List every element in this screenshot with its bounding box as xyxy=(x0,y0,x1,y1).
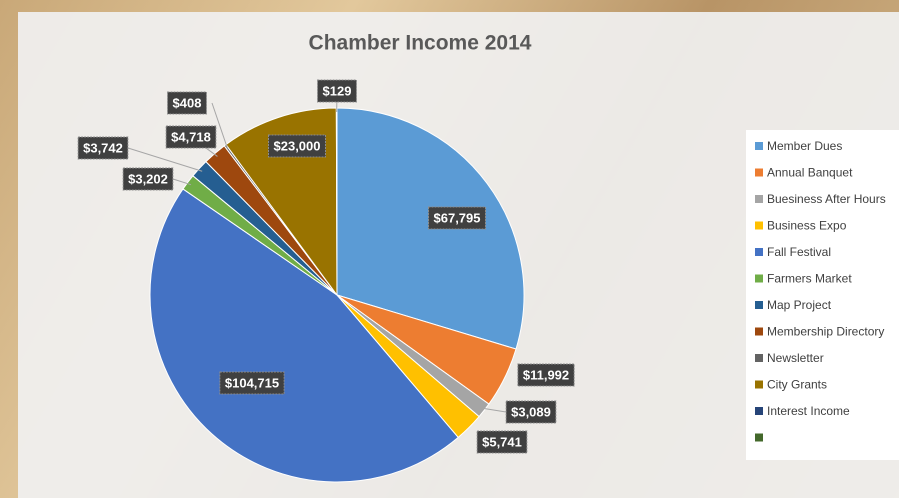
legend-label: City Grants xyxy=(767,378,827,392)
data-label-box xyxy=(165,125,217,149)
data-label-box xyxy=(476,430,528,454)
data-label: $3,742 xyxy=(83,140,123,155)
legend-swatch xyxy=(755,301,763,309)
legend-swatch xyxy=(755,221,763,230)
legend-swatch xyxy=(755,274,763,283)
pie-slice xyxy=(149,188,459,483)
data-label-box xyxy=(167,91,207,115)
legend-label: Business Expo xyxy=(767,219,847,233)
data-label: $67,795 xyxy=(434,210,481,225)
legend-swatch xyxy=(755,195,763,203)
legend-label: Buesiness After Hours xyxy=(767,192,886,206)
data-label-box xyxy=(122,167,174,191)
data-label: $129 xyxy=(323,83,352,98)
data-label-box xyxy=(517,363,575,387)
data-label: $3,089 xyxy=(511,404,551,419)
data-label: $11,992 xyxy=(523,367,569,382)
chart-title: Chamber Income 2014 xyxy=(309,32,532,55)
legend-box xyxy=(746,130,899,460)
legend-label: Interest Income xyxy=(767,404,850,418)
legend-label: Member Dues xyxy=(767,139,842,153)
legend-swatch xyxy=(755,380,763,389)
data-label: $4,718 xyxy=(171,129,211,144)
data-label-box xyxy=(219,371,285,395)
data-label: $104,715 xyxy=(225,375,279,390)
legend-swatch xyxy=(755,354,763,362)
legend-swatch xyxy=(755,407,763,415)
data-label-box xyxy=(268,134,326,158)
legend-swatch xyxy=(755,433,763,442)
data-label: $408 xyxy=(173,95,202,110)
legend-swatch xyxy=(755,327,763,336)
data-label-box xyxy=(317,79,357,103)
legend-label: Fall Festival xyxy=(767,245,831,259)
leader-line xyxy=(211,102,228,149)
data-label: $23,000 xyxy=(274,138,321,153)
leader-line xyxy=(480,407,507,413)
legend-label: Newsletter xyxy=(767,351,824,365)
leader-line xyxy=(172,178,192,186)
legend-label: Farmers Market xyxy=(767,272,852,286)
legend-swatch xyxy=(755,168,763,177)
legend-label: Membership Directory xyxy=(767,325,884,339)
legend-swatch xyxy=(755,248,763,256)
legend-swatch xyxy=(755,142,763,150)
legend-label: Annual Banquet xyxy=(767,166,853,180)
data-label-box xyxy=(77,136,129,160)
legend-label: Map Project xyxy=(767,298,832,312)
data-label-box xyxy=(428,206,486,230)
data-label: $5,741 xyxy=(482,434,522,449)
data-label-box xyxy=(505,400,557,424)
leader-line xyxy=(127,147,203,172)
data-label: $3,202 xyxy=(128,171,168,186)
